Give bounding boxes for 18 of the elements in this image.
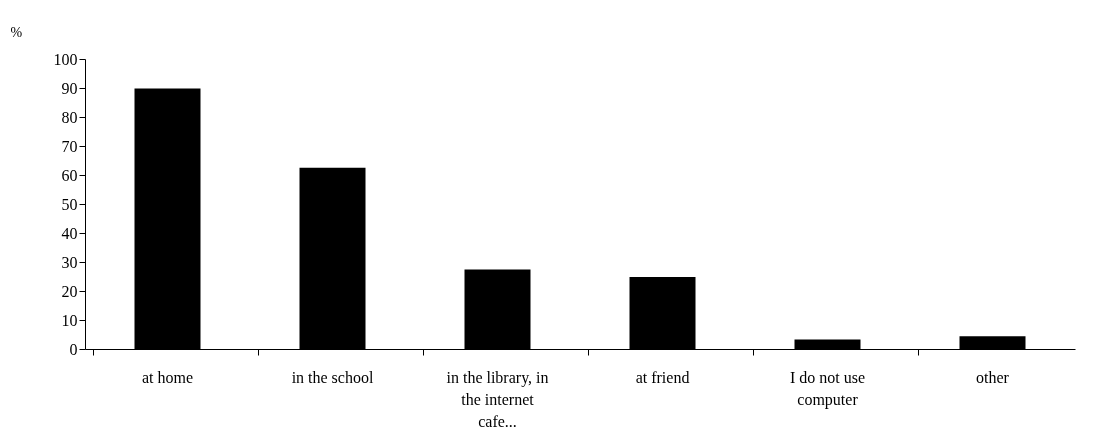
y-tick-label: 0: [69, 340, 78, 358]
x-tick-label: at home: [141, 368, 194, 386]
x-tick-label: at friend: [635, 368, 690, 386]
x-tick-label: in the school: [291, 368, 374, 386]
y-tick-label: 90: [61, 79, 78, 97]
x-tick-label: in the library, in the internet cafe...: [446, 368, 549, 430]
y-tick-label: 50: [61, 195, 78, 213]
y-tick-label: 20: [61, 282, 78, 300]
y-axis-title: %: [10, 24, 23, 40]
y-tick-label: 60: [61, 166, 78, 184]
y-tick-label: 100: [53, 50, 78, 68]
x-tick-label: I do not use computer: [789, 368, 866, 409]
y-tick-label: 40: [61, 224, 78, 242]
y-tick-label: 10: [61, 311, 78, 329]
y-tick-label: 70: [61, 137, 78, 155]
y-tick-label: 30: [61, 253, 78, 271]
x-tick-label: other: [976, 368, 1010, 386]
y-tick-label: 80: [61, 108, 78, 126]
